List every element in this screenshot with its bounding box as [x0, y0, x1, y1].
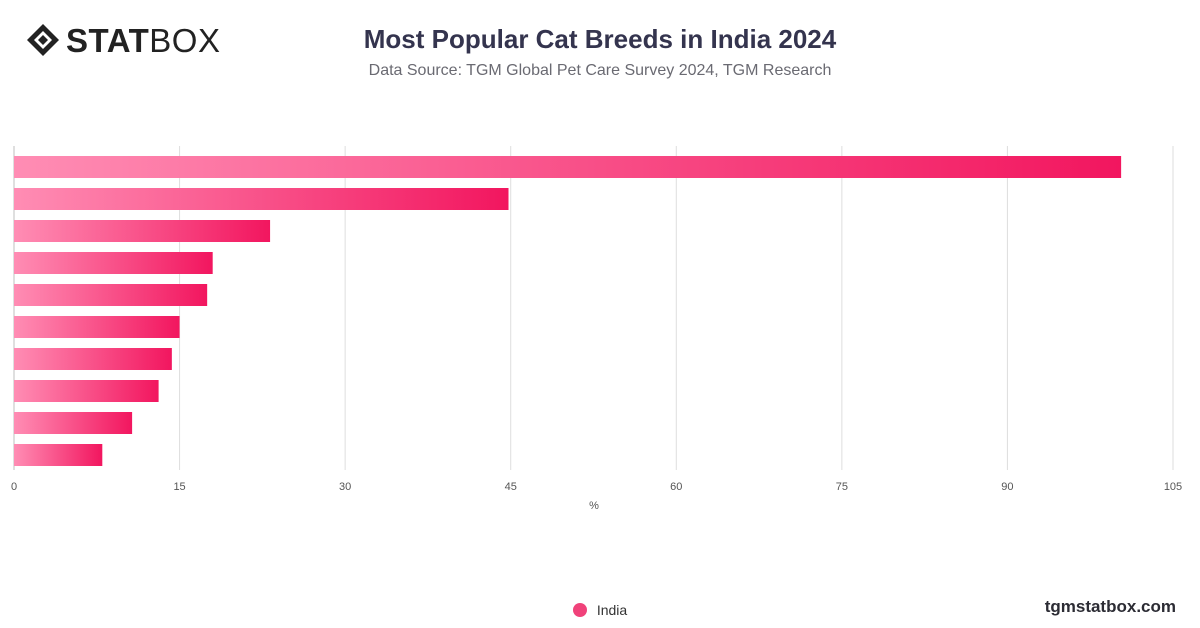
logo-wordmark-light: BOX — [149, 21, 221, 59]
legend-label: India — [596, 602, 628, 618]
footer-site: tgmstatbox.com — [1044, 597, 1176, 616]
statbox-diamond-icon — [27, 24, 59, 56]
legend[interactable]: India — [0, 602, 1200, 618]
chart-title: Most Popular Cat Breeds in India 2024 — [363, 24, 837, 54]
bar[interactable] — [14, 316, 180, 338]
logo-wordmark-bold: STAT — [66, 21, 150, 59]
x-axis-label: % — [589, 500, 599, 512]
x-tick-label: 30 — [339, 481, 351, 493]
bars — [14, 156, 1122, 466]
bar[interactable] — [14, 348, 172, 370]
x-tick-label: 15 — [173, 481, 185, 493]
x-tick-label: 45 — [505, 481, 517, 493]
x-tick-label: 90 — [1001, 481, 1013, 493]
statbox-logo: STATBOX — [26, 22, 220, 58]
x-tick-label: 0 — [11, 481, 17, 493]
bar[interactable] — [14, 412, 133, 434]
bar[interactable] — [14, 252, 213, 274]
logo-wordmark: STATBOX — [66, 24, 220, 57]
legend-swatch — [572, 603, 587, 617]
bar[interactable] — [14, 284, 208, 306]
bar[interactable] — [14, 156, 1122, 178]
chart-subtitle: Data Source: TGM Global Pet Care Survey … — [368, 62, 832, 79]
x-tick-label: 105 — [1164, 481, 1182, 493]
x-tick-label: 75 — [836, 481, 848, 493]
bar[interactable] — [14, 380, 159, 402]
bar[interactable] — [14, 188, 509, 210]
x-tick-label: 60 — [670, 481, 682, 493]
x-axis-ticks: 0 15 30 45 60 75 90 105 — [11, 481, 1182, 493]
bar[interactable] — [14, 220, 271, 242]
bar[interactable] — [14, 444, 103, 466]
